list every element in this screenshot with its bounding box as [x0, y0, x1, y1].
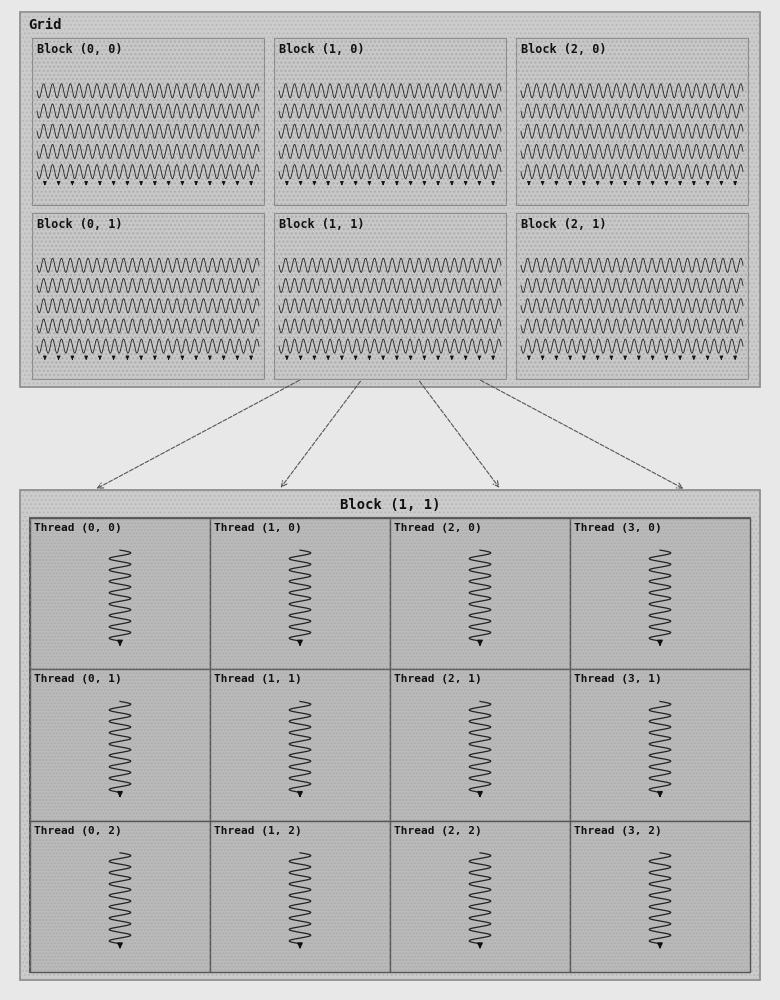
Bar: [30, 518, 210, 669]
Bar: [570, 518, 750, 669]
Bar: [274, 213, 506, 379]
Bar: [210, 821, 390, 972]
Text: Thread (2, 0): Thread (2, 0): [394, 523, 482, 533]
Bar: [570, 518, 750, 669]
Text: Thread (3, 0): Thread (3, 0): [574, 523, 661, 533]
Bar: [390, 669, 570, 821]
Bar: [30, 518, 750, 972]
Bar: [30, 821, 210, 972]
Bar: [210, 669, 390, 821]
Bar: [30, 821, 210, 972]
Text: Block (2, 0): Block (2, 0): [521, 43, 607, 56]
Bar: [516, 38, 748, 205]
Bar: [20, 490, 760, 980]
Text: Thread (0, 0): Thread (0, 0): [34, 523, 122, 533]
Text: Thread (1, 0): Thread (1, 0): [214, 523, 302, 533]
Text: Block (0, 0): Block (0, 0): [37, 43, 122, 56]
Bar: [274, 213, 506, 379]
Bar: [390, 669, 570, 821]
Bar: [274, 38, 506, 205]
Bar: [30, 669, 210, 821]
Bar: [516, 213, 748, 379]
Bar: [210, 669, 390, 821]
Text: Thread (2, 1): Thread (2, 1): [394, 674, 482, 684]
Bar: [570, 821, 750, 972]
Text: Block (1, 0): Block (1, 0): [279, 43, 364, 56]
Text: Block (1, 1): Block (1, 1): [340, 498, 440, 512]
Bar: [516, 213, 748, 379]
Text: Thread (3, 2): Thread (3, 2): [574, 826, 661, 836]
Bar: [390, 518, 570, 669]
Bar: [274, 38, 506, 205]
Text: Thread (0, 2): Thread (0, 2): [34, 826, 122, 836]
Bar: [30, 669, 210, 821]
Bar: [390, 518, 570, 669]
Bar: [570, 821, 750, 972]
Bar: [390, 821, 570, 972]
Text: Thread (1, 1): Thread (1, 1): [214, 674, 302, 684]
Text: Grid: Grid: [28, 18, 62, 32]
Bar: [20, 490, 760, 980]
Bar: [32, 38, 264, 205]
Bar: [210, 821, 390, 972]
Bar: [32, 213, 264, 379]
Text: Block (1, 1): Block (1, 1): [279, 218, 364, 231]
Bar: [32, 38, 264, 205]
Bar: [570, 669, 750, 821]
Text: Block (0, 1): Block (0, 1): [37, 218, 122, 231]
Bar: [210, 518, 390, 669]
Text: Block (2, 1): Block (2, 1): [521, 218, 607, 231]
Bar: [516, 38, 748, 205]
Bar: [210, 518, 390, 669]
Bar: [32, 213, 264, 379]
Bar: [20, 12, 760, 387]
Text: Thread (1, 2): Thread (1, 2): [214, 826, 302, 836]
Text: Thread (0, 1): Thread (0, 1): [34, 674, 122, 684]
Bar: [20, 12, 760, 387]
Bar: [30, 518, 210, 669]
Text: Thread (3, 1): Thread (3, 1): [574, 674, 661, 684]
Text: Thread (2, 2): Thread (2, 2): [394, 826, 482, 836]
Bar: [390, 821, 570, 972]
Bar: [570, 669, 750, 821]
